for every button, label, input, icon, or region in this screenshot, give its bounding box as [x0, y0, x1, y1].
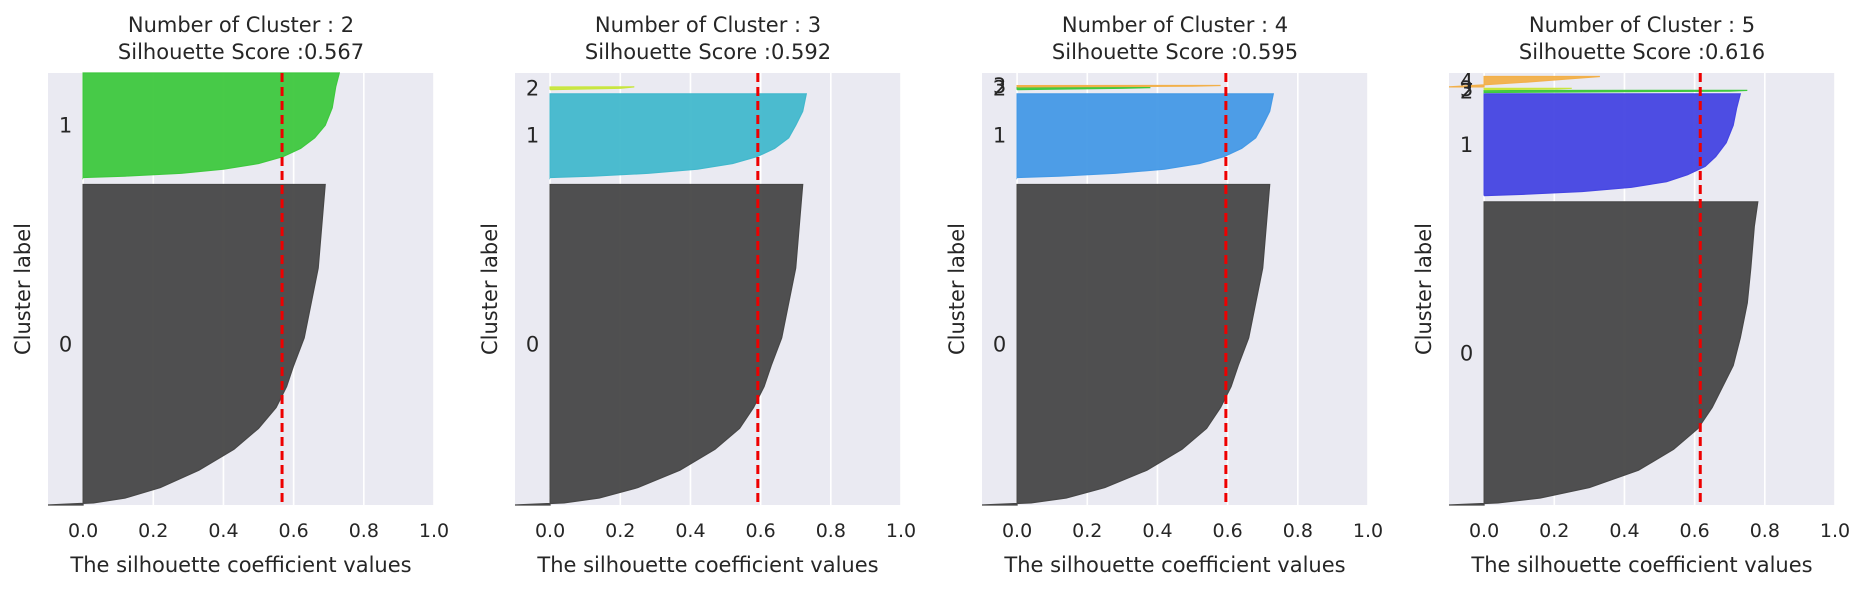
chart-title-line1: Number of Cluster : 4 — [1062, 13, 1288, 37]
chart-title-line2: Silhouette Score :0.592 — [585, 40, 831, 64]
cluster-label: 0 — [59, 333, 72, 357]
subplot-2: 0.0 0.2 0.4 0.6 0.8 1.0 0 1 2 Number of Cluster… — [478, 13, 916, 577]
x-tick-label: 0.0 — [68, 520, 98, 542]
chart-title-line2: Silhouette Score :0.567 — [118, 40, 364, 64]
silhouette-bands — [1448, 75, 1759, 506]
x-tick-label: 0.4 — [1609, 520, 1639, 542]
x-tick-label: 0.8 — [349, 520, 379, 542]
silhouette-band-cluster-3 — [1483, 87, 1572, 91]
x-tick-label: 0.8 — [1283, 520, 1313, 542]
cluster-label: 3 — [1460, 77, 1473, 101]
chart-title-line2: Silhouette Score :0.616 — [1519, 40, 1765, 64]
chart-title-line1: Number of Cluster : 3 — [595, 13, 821, 37]
x-axis-label: The silhouette coefficient values — [536, 553, 878, 577]
subplot-3: 0.0 0.2 0.4 0.6 0.8 1.0 0 1 23 Number of Cluste… — [945, 13, 1383, 577]
silhouette-band-cluster-3 — [1016, 84, 1221, 88]
x-tick-label: 0.0 — [1469, 520, 1499, 542]
cluster-label: 2 — [1460, 79, 1473, 103]
cluster-labels: 01 — [59, 113, 72, 356]
y-axis-label: Cluster label — [11, 223, 35, 355]
y-axis-label: Cluster label — [1412, 223, 1436, 355]
silhouette-bands — [514, 86, 808, 506]
x-tick-label: 0.0 — [535, 520, 565, 542]
chart-title-line2: Silhouette Score :0.595 — [1052, 40, 1298, 64]
cluster-label: 2 — [526, 76, 539, 100]
cluster-label: 1 — [526, 124, 539, 148]
subplot-4: 0.0 0.2 0.4 0.6 0.8 1.0 0 1 234 Number of Clust… — [1412, 13, 1850, 577]
x-tick-labels: 0.0 0.2 0.4 0.6 0.8 1.0 — [1469, 520, 1850, 542]
x-tick-labels: 0.0 0.2 0.4 0.6 0.8 1.0 — [68, 520, 449, 542]
x-tick-label: 0.6 — [1680, 520, 1710, 542]
x-axis-label: The silhouette coefficient values — [1003, 553, 1345, 577]
x-tick-label: 1.0 — [419, 520, 449, 542]
silhouette-band-cluster-1 — [1483, 93, 1742, 197]
x-tick-label: 1.0 — [886, 520, 916, 542]
chart-title-line1: Number of Cluster : 2 — [128, 13, 354, 37]
cluster-label: 0 — [993, 333, 1006, 357]
x-tick-labels: 0.0 0.2 0.4 0.6 0.8 1.0 — [1002, 520, 1383, 542]
silhouette-band-cluster-2 — [1016, 87, 1151, 91]
cluster-label: 1 — [59, 113, 72, 137]
x-tick-label: 0.4 — [675, 520, 705, 542]
silhouette-band-cluster-2 — [1483, 89, 1748, 94]
y-axis-label: Cluster label — [945, 223, 969, 355]
x-axis-label: The silhouette coefficient values — [1470, 553, 1812, 577]
cluster-label: 2 — [993, 77, 1006, 101]
y-axis-label: Cluster label — [478, 223, 502, 355]
x-tick-labels: 0.0 0.2 0.4 0.6 0.8 1.0 — [535, 520, 916, 542]
cluster-label: 0 — [1460, 341, 1473, 365]
x-tick-label: 0.6 — [746, 520, 776, 542]
cluster-label: 1 — [993, 124, 1006, 148]
x-tick-label: 1.0 — [1820, 520, 1850, 542]
x-tick-label: 0.6 — [1213, 520, 1243, 542]
x-tick-label: 1.0 — [1353, 520, 1383, 542]
silhouette-band-cluster-1 — [549, 93, 808, 180]
silhouette-band-cluster-0 — [1448, 201, 1759, 506]
x-tick-label: 0.2 — [605, 520, 635, 542]
cluster-label: 3 — [993, 74, 1006, 98]
cluster-labels: 0 1 23 — [993, 74, 1006, 357]
x-tick-label: 0.6 — [279, 520, 309, 542]
x-tick-label: 0.4 — [208, 520, 238, 542]
cluster-label: 1 — [1460, 133, 1473, 157]
silhouette-band-cluster-4 — [1448, 75, 1600, 88]
cluster-labels: 0 1 234 — [1460, 70, 1473, 366]
subplot-1: 0.0 0.2 0.4 0.6 0.8 1.0 01 Number of Cluster … — [11, 13, 449, 577]
x-tick-label: 0.2 — [138, 520, 168, 542]
x-tick-label: 0.8 — [816, 520, 846, 542]
silhouette-bands — [981, 84, 1275, 506]
cluster-labels: 0 1 2 — [526, 76, 539, 356]
cluster-label: 0 — [526, 333, 539, 357]
x-tick-label: 0.2 — [1072, 520, 1102, 542]
x-axis-label: The silhouette coefficient values — [69, 553, 411, 577]
silhouette-band-cluster-2 — [549, 86, 635, 91]
x-tick-label: 0.2 — [1539, 520, 1569, 542]
chart-title-line1: Number of Cluster : 5 — [1529, 13, 1755, 37]
silhouette-band-cluster-1 — [1016, 93, 1275, 180]
silhouette-band-cluster-1 — [82, 72, 341, 180]
x-tick-label: 0.4 — [1142, 520, 1172, 542]
cluster-label: 4 — [1460, 70, 1473, 94]
x-tick-label: 0.8 — [1750, 520, 1780, 542]
x-tick-label: 0.0 — [1002, 520, 1032, 542]
